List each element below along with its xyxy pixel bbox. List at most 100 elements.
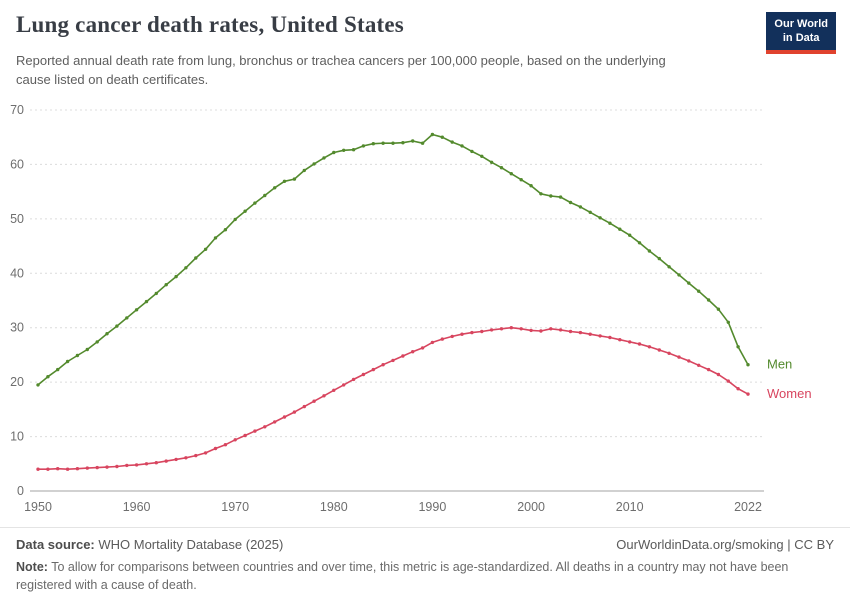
- women-point: [736, 387, 740, 391]
- women-point: [450, 334, 454, 339]
- women-point: [539, 329, 543, 333]
- men-point: [65, 359, 70, 364]
- men-point: [450, 140, 454, 144]
- owid-logo-line1: Our World: [774, 18, 828, 30]
- men-point: [213, 236, 218, 240]
- women-point: [401, 354, 405, 358]
- x-tick-label-2022: 2022: [734, 500, 762, 514]
- men-point: [292, 177, 297, 181]
- women-point: [233, 438, 237, 442]
- women-point: [480, 329, 484, 334]
- men-point: [578, 205, 583, 209]
- women-point: [647, 345, 652, 349]
- women-point: [322, 394, 326, 398]
- men-point: [391, 141, 395, 145]
- men-point: [489, 160, 494, 164]
- men-point: [342, 148, 346, 152]
- men-point: [85, 347, 90, 352]
- men-point: [736, 345, 740, 349]
- women-point: [273, 420, 277, 424]
- x-tick-label-1960: 1960: [123, 500, 151, 514]
- chart-canvas: 0 10 20 30 40 50 60 70 1950 1960 1970 1980 1990 2000 2…: [10, 103, 811, 514]
- men-line: [37, 133, 749, 386]
- women-point: [65, 467, 70, 471]
- y-tick-label-30: 30: [10, 321, 24, 335]
- men-point: [529, 184, 533, 188]
- men-series-label: Men: [767, 357, 792, 372]
- men-point: [273, 186, 277, 190]
- note-label: Note:: [16, 560, 48, 574]
- men-point: [144, 299, 149, 304]
- women-point: [716, 372, 721, 377]
- women-point: [371, 367, 375, 372]
- women-point: [529, 328, 533, 333]
- men-point: [480, 154, 484, 158]
- chart-footer: Data source: WHO Mortality Database (202…: [0, 527, 850, 594]
- women-point: [56, 467, 60, 471]
- men-point: [125, 316, 129, 320]
- men-point: [302, 168, 306, 173]
- women-point: [332, 388, 336, 392]
- men-point: [460, 144, 464, 148]
- men-point: [243, 209, 247, 213]
- men-point: [558, 195, 563, 199]
- women-point: [292, 410, 297, 414]
- men-point: [203, 247, 208, 251]
- men-point: [637, 241, 642, 245]
- women-point: [746, 392, 750, 396]
- page-title: Lung cancer death rates, United States: [16, 12, 404, 37]
- women-point: [549, 327, 553, 331]
- men-point: [716, 307, 721, 311]
- men-point: [95, 340, 99, 344]
- men-point: [401, 141, 405, 145]
- women-point: [420, 346, 425, 350]
- men-point: [549, 194, 553, 198]
- x-tick-label-1990: 1990: [418, 500, 446, 514]
- men-point: [706, 298, 711, 302]
- women-point: [174, 457, 178, 462]
- men-point: [499, 166, 504, 170]
- data-source: Data source: WHO Mortality Database (202…: [16, 537, 283, 552]
- men-point: [361, 144, 366, 148]
- women-point: [361, 372, 366, 377]
- women-point: [657, 348, 661, 352]
- men-point: [105, 332, 109, 336]
- women-point: [134, 463, 139, 467]
- chart-subtitle: Reported annual death rate from lung, br…: [16, 53, 666, 87]
- owid-logo[interactable]: Our World in Data: [766, 12, 836, 54]
- women-point: [608, 335, 612, 340]
- women-point: [95, 465, 99, 470]
- x-tick-label-2010: 2010: [616, 500, 644, 514]
- men-point: [608, 221, 612, 225]
- women-point: [381, 363, 385, 367]
- women-point: [105, 465, 109, 469]
- women-point: [588, 332, 592, 336]
- women-point: [203, 451, 208, 455]
- men-point: [509, 172, 513, 176]
- women-point: [391, 358, 395, 363]
- women-line: [38, 326, 749, 470]
- men-point: [588, 210, 592, 214]
- women-point: [411, 350, 415, 354]
- women-point: [726, 379, 730, 383]
- chart-note: Note: To allow for comparisons between c…: [16, 558, 834, 594]
- women-point: [213, 446, 218, 451]
- data-source-label: Data source:: [16, 537, 95, 552]
- women-point: [75, 467, 80, 471]
- women-point: [568, 329, 573, 334]
- men-point: [233, 217, 237, 222]
- women-point: [440, 337, 444, 341]
- women-point: [687, 359, 691, 363]
- women-point: [489, 328, 494, 332]
- women-point: [194, 453, 198, 458]
- men-point: [667, 265, 671, 269]
- women-point: [223, 443, 228, 447]
- women-point: [499, 327, 504, 331]
- attribution-link[interactable]: OurWorldinData.org/smoking | CC BY: [616, 537, 834, 552]
- men-point: [194, 256, 198, 260]
- men-point: [598, 216, 602, 220]
- men-point: [568, 200, 573, 205]
- men-point: [746, 363, 750, 367]
- women-point: [36, 467, 40, 471]
- women-point: [184, 456, 188, 460]
